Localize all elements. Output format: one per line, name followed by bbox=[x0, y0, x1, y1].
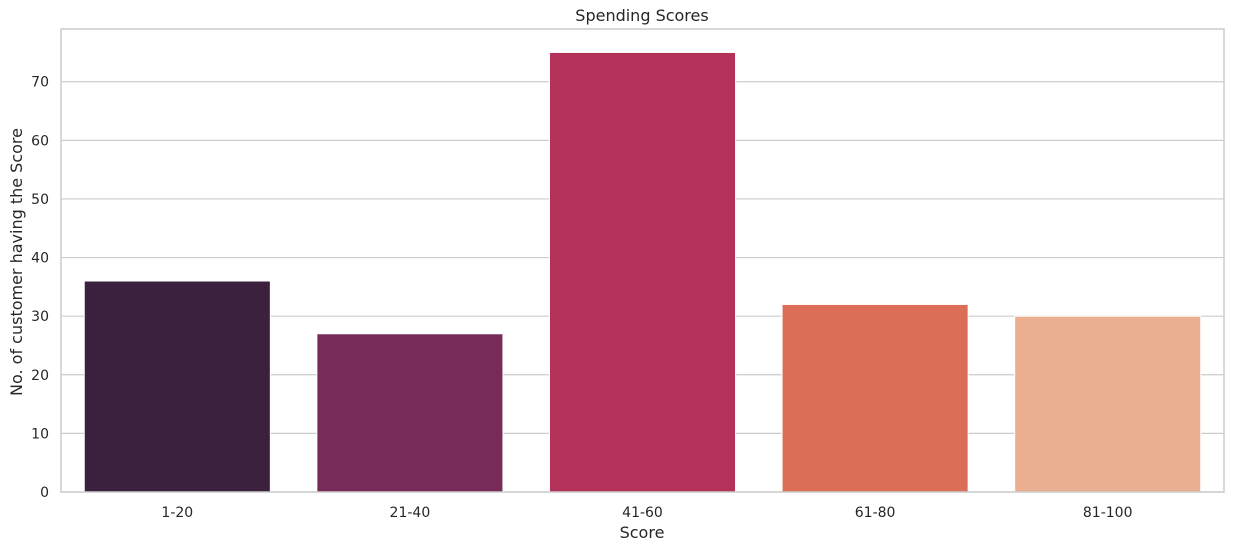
x-tick-label: 61-80 bbox=[855, 505, 896, 521]
bar-81-100 bbox=[1014, 315, 1202, 493]
x-tick-label: 21-40 bbox=[390, 505, 431, 521]
y-tick-label: 30 bbox=[31, 309, 49, 325]
x-tick-label: 41-60 bbox=[622, 505, 663, 521]
plot-frame bbox=[60, 28, 1225, 493]
chart-title: Spending Scores bbox=[575, 6, 708, 25]
y-tick-label: 40 bbox=[31, 251, 49, 267]
y-tick-label: 20 bbox=[31, 368, 49, 384]
y-tick-label: 70 bbox=[31, 75, 49, 91]
y-tick-label: 10 bbox=[31, 426, 49, 442]
bar-41-60 bbox=[548, 51, 737, 493]
y-tick-label: 50 bbox=[31, 192, 49, 208]
y-tick-label: 60 bbox=[31, 133, 49, 149]
bar-1-20 bbox=[83, 280, 271, 493]
bars bbox=[83, 51, 1202, 493]
bar-21-40 bbox=[316, 333, 504, 493]
y-axis-label: No. of customer having the Score bbox=[7, 128, 26, 396]
x-tick-labels: 1-20 21-40 41-60 61-80 81-100 bbox=[161, 505, 1132, 521]
y-tick-label: 0 bbox=[40, 485, 49, 501]
y-tick-labels: 0 10 20 30 40 50 60 70 bbox=[31, 75, 49, 501]
bar-61-80 bbox=[781, 303, 969, 493]
x-tick-label: 81-100 bbox=[1083, 505, 1133, 521]
x-axis-label: Score bbox=[620, 523, 665, 542]
axes-frame bbox=[60, 28, 1225, 493]
x-tick-label: 1-20 bbox=[161, 505, 193, 521]
